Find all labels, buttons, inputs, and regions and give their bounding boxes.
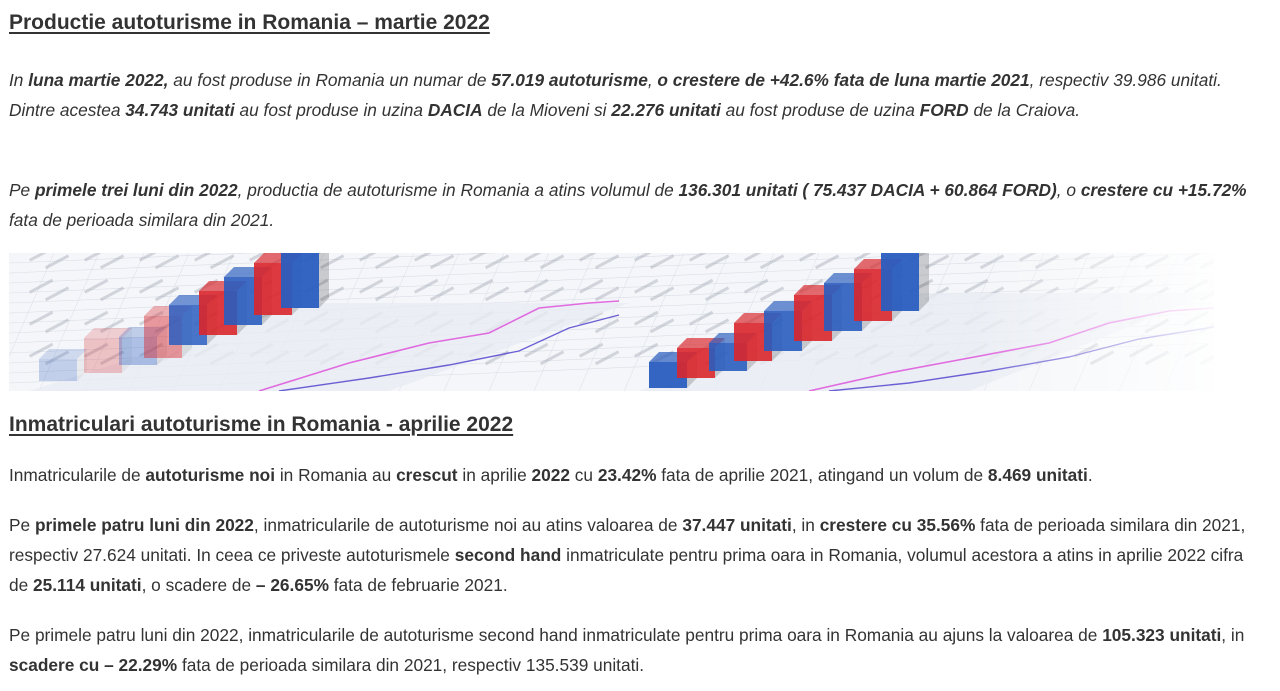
paragraph-production-march: In luna martie 2022, au fost produse in … <box>9 65 1264 125</box>
bar-chart-banner-image <box>9 253 1214 391</box>
section-title-production: Productie autoturisme in Romania – marti… <box>9 11 490 34</box>
bold-text: second hand <box>454 545 562 565</box>
bold-text: crescut <box>396 465 458 485</box>
bold-text: 57.019 autoturisme <box>491 70 648 90</box>
bold-text: scadere cu – 22.29% <box>9 655 178 675</box>
paragraph-registrations-four-months: Pe primele patru luni din 2022, inmatric… <box>9 510 1264 600</box>
text-run: , o <box>1056 180 1081 200</box>
text-run: au fost produse in Romania un numar de <box>168 70 492 90</box>
bold-text: 8.469 unitati <box>987 465 1088 485</box>
text-run: , in <box>791 515 820 535</box>
bold-text: 25.114 unitati <box>33 575 142 595</box>
text-run: , in <box>1221 625 1245 645</box>
bold-text: DACIA <box>427 100 483 120</box>
section-title-registrations: Inmatriculari autoturisme in Romania - a… <box>9 413 514 436</box>
text-run: de la Mioveni si <box>482 100 612 120</box>
text-run: fata de februarie 2021. <box>328 575 508 595</box>
text-run: fata de aprilie 2021, atingand un volum … <box>656 465 988 485</box>
bold-text: – 26.65% <box>255 575 329 595</box>
text-run: fata de perioada similara din 2021, resp… <box>177 655 645 675</box>
text-run: , respectiv 39.986 unitati. Dintre acest… <box>9 70 1222 120</box>
paragraph-second-hand-four-months: Pe primele patru luni din 2022, inmatric… <box>9 620 1264 680</box>
text-run: in aprilie <box>457 465 532 485</box>
text-run: , inmatricularile de autoturisme noi au … <box>253 515 683 535</box>
bold-text: crestere cu 35.56% <box>819 515 976 535</box>
bold-text: o crestere de +42.6% fata de luna martie… <box>657 70 1030 90</box>
bold-text: 2022 <box>531 465 570 485</box>
text-run: Pe <box>9 180 35 200</box>
text-run: au fost produse in uzina <box>234 100 428 120</box>
text-run: cu <box>569 465 598 485</box>
bold-text: 22.276 unitati <box>611 100 721 120</box>
text-run: fata de perioada similara din 2021. <box>9 210 275 230</box>
bold-text: primele trei luni din 2022 <box>34 180 238 200</box>
text-run: , o scadere de <box>141 575 256 595</box>
text-run: fata de perioada similara din 2021, resp… <box>9 515 1246 565</box>
bold-text: luna martie 2022, <box>28 70 169 90</box>
banner-illustration <box>9 253 1214 391</box>
paragraph-production-q1: Pe primele trei luni din 2022, productia… <box>9 175 1264 235</box>
bold-text: 136.301 unitati ( 75.437 DACIA + 60.864 … <box>678 180 1057 200</box>
text-run: In <box>9 70 29 90</box>
bold-text: crestere cu +15.72% <box>1080 180 1247 200</box>
bold-text: 23.42% <box>597 465 657 485</box>
bold-text: primele patru luni din 2022 <box>34 515 254 535</box>
bold-text: 34.743 unitati <box>125 100 235 120</box>
bold-text: 37.447 unitati <box>682 515 792 535</box>
text-run: de la Craiova. <box>968 100 1081 120</box>
fade-overlay <box>9 253 1214 391</box>
text-run: Inmatricularile de <box>9 465 146 485</box>
text-run: in Romania au <box>275 465 397 485</box>
bold-text: FORD <box>919 100 969 120</box>
bold-text: autoturisme noi <box>145 465 276 485</box>
bold-text: 105.323 unitati <box>1102 625 1222 645</box>
text-run: Pe <box>9 515 35 535</box>
text-run: , <box>647 70 658 90</box>
text-run: inmatriculate pentru prima oara in Roman… <box>9 545 1244 595</box>
text-run: . <box>1087 465 1093 485</box>
paragraph-registrations-april: Inmatricularile de autoturisme noi in Ro… <box>9 460 1264 490</box>
text-run: Pe primele patru luni din 2022, inmatric… <box>9 625 1103 645</box>
text-run: , productia de autoturisme in Romania a … <box>237 180 679 200</box>
text-run: au fost produse de uzina <box>720 100 920 120</box>
